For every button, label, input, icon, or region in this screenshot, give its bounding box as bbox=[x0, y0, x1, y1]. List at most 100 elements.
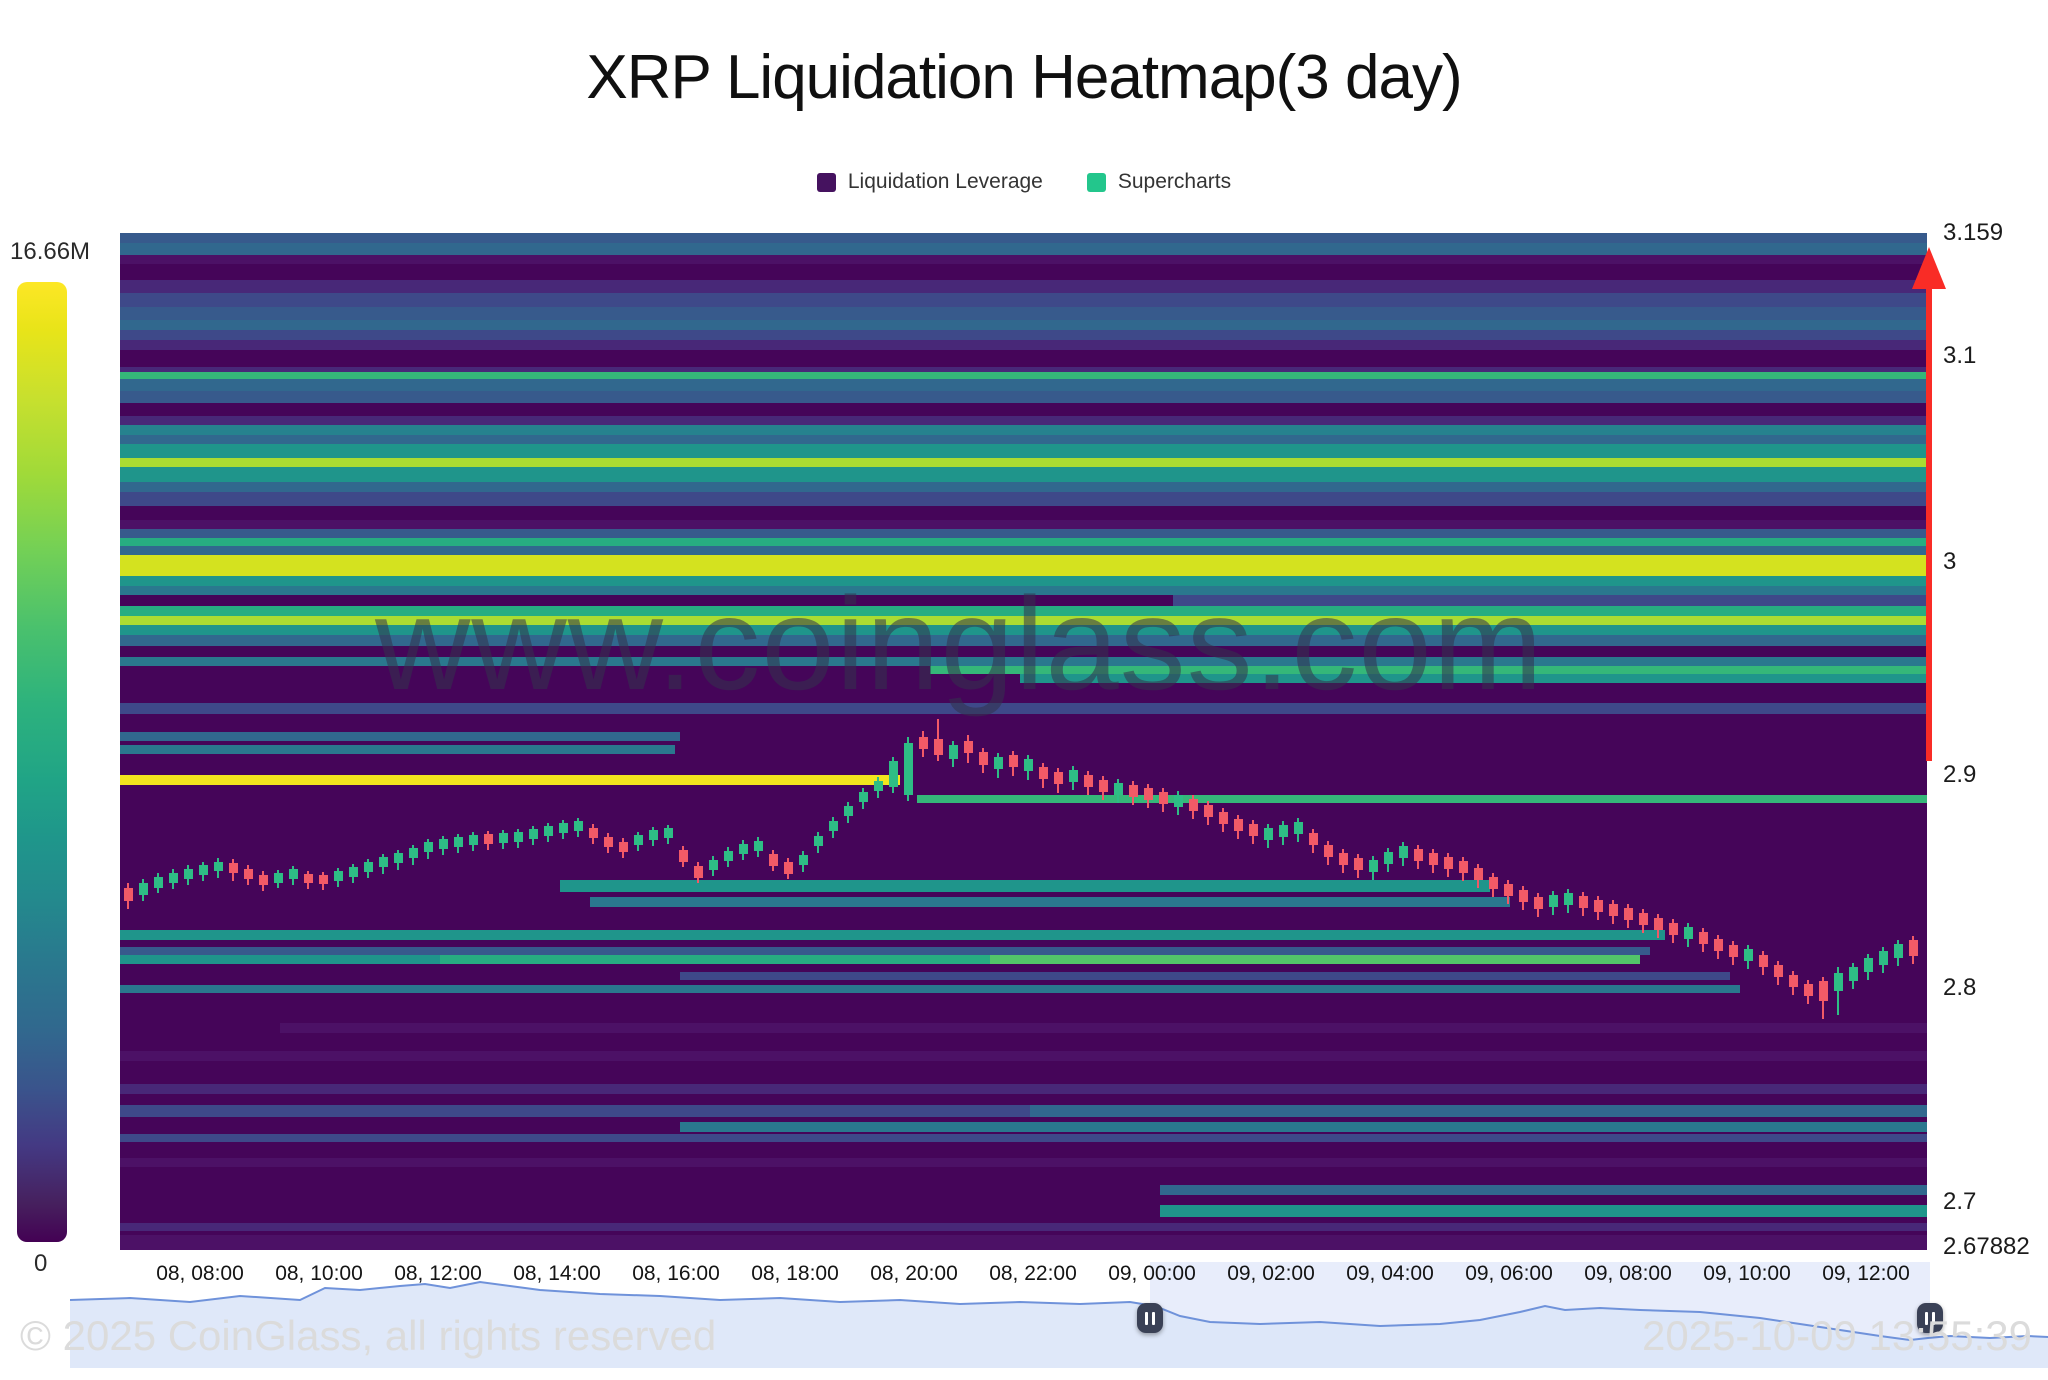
candle-body bbox=[739, 844, 748, 854]
candle-body bbox=[724, 851, 733, 861]
candle-body bbox=[1084, 775, 1093, 787]
candle-body bbox=[169, 873, 178, 883]
candle-body bbox=[259, 875, 268, 885]
candle-body bbox=[844, 806, 853, 816]
candle-body bbox=[1339, 853, 1348, 865]
liquidation-band bbox=[120, 1223, 1927, 1231]
candle-body bbox=[664, 828, 673, 838]
candle-body bbox=[544, 826, 553, 836]
candle-body bbox=[1069, 770, 1078, 782]
candle-body bbox=[1459, 861, 1468, 873]
liquidation-band bbox=[120, 425, 1927, 435]
colorbar-min-label: 0 bbox=[34, 1250, 48, 1277]
liquidation-band bbox=[120, 529, 1927, 538]
candle-body bbox=[289, 869, 298, 879]
time-tick-label: 08, 18:00 bbox=[751, 1262, 839, 1285]
candle-body bbox=[1684, 927, 1693, 939]
candle-body bbox=[1579, 896, 1588, 908]
candle-body bbox=[889, 761, 898, 787]
candle-body bbox=[1879, 951, 1888, 965]
liquidation-colorbar bbox=[17, 282, 67, 1242]
candle-body bbox=[1129, 785, 1138, 797]
candle-body bbox=[1909, 940, 1918, 956]
navigator-right-handle[interactable] bbox=[1917, 1303, 1943, 1333]
candle-body bbox=[934, 739, 943, 755]
legend-item-supercharts[interactable]: Supercharts bbox=[1086, 170, 1231, 194]
candle-body bbox=[1414, 849, 1423, 861]
candle-body bbox=[1609, 904, 1618, 916]
navigator-left-handle[interactable] bbox=[1137, 1303, 1163, 1333]
liquidation-band bbox=[120, 703, 1927, 714]
arrow-shaft bbox=[1926, 285, 1932, 761]
liquidation-band bbox=[120, 775, 900, 785]
candle-body bbox=[379, 857, 388, 867]
candle-body bbox=[394, 853, 403, 863]
liquidation-band bbox=[120, 732, 680, 741]
candle-body bbox=[1819, 981, 1828, 1001]
candle-body bbox=[154, 877, 163, 888]
candle-body bbox=[784, 862, 793, 874]
liquidation-band bbox=[120, 1105, 1030, 1117]
liquidation-band bbox=[120, 444, 1927, 458]
legend-swatch-icon bbox=[1086, 172, 1106, 192]
candle-body bbox=[1774, 965, 1783, 977]
liquidation-band bbox=[120, 985, 1740, 993]
candle-body bbox=[814, 836, 823, 846]
candle-body bbox=[1174, 795, 1183, 807]
liquidation-band bbox=[440, 955, 990, 964]
candle-body bbox=[1294, 822, 1303, 834]
liquidation-band bbox=[120, 372, 1927, 379]
price-tick-label: 2.9 bbox=[1943, 761, 1977, 788]
candle-body bbox=[1834, 973, 1843, 991]
candle-body bbox=[319, 875, 328, 884]
candlestick-series bbox=[120, 233, 1927, 1250]
candle-body bbox=[424, 842, 433, 852]
heatmap-plot-area[interactable]: www.coinglass.com bbox=[120, 233, 1927, 1250]
liquidation-band bbox=[120, 1158, 1927, 1167]
candle-body bbox=[754, 841, 763, 851]
liquidation-band bbox=[120, 492, 1927, 506]
range-navigator[interactable] bbox=[70, 1262, 2048, 1368]
candle-body bbox=[1594, 900, 1603, 912]
liquidation-band bbox=[917, 795, 1927, 803]
liquidation-band bbox=[120, 606, 1927, 616]
price-tick-label: 2.8 bbox=[1943, 974, 1977, 1001]
candle-body bbox=[409, 848, 418, 858]
time-tick-label: 08, 14:00 bbox=[513, 1262, 601, 1285]
liquidation-band bbox=[120, 330, 1927, 340]
liquidation-band bbox=[120, 930, 1665, 940]
candle-body bbox=[559, 823, 568, 833]
candle-body bbox=[1204, 805, 1213, 817]
liquidation-band bbox=[120, 538, 1927, 546]
candle-body bbox=[1309, 833, 1318, 845]
time-tick-label: 09, 00:00 bbox=[1108, 1262, 1196, 1285]
liquidation-band bbox=[990, 955, 1640, 964]
liquidation-band bbox=[1173, 595, 1927, 606]
candle-body bbox=[1489, 877, 1498, 889]
candle-body bbox=[1324, 845, 1333, 857]
candle-body bbox=[364, 862, 373, 872]
candle-body bbox=[1369, 860, 1378, 872]
candle-body bbox=[589, 828, 598, 838]
liquidation-band bbox=[120, 435, 1927, 444]
candle-wick bbox=[1837, 967, 1839, 1015]
candle-body bbox=[1849, 967, 1858, 981]
candle-body bbox=[1114, 783, 1123, 795]
liquidation-band bbox=[120, 320, 1927, 330]
time-tick-label: 09, 04:00 bbox=[1346, 1262, 1434, 1285]
liquidation-band bbox=[120, 635, 1927, 646]
candle-body bbox=[904, 743, 913, 795]
liquidation-band bbox=[120, 340, 1927, 350]
liquidation-band bbox=[120, 955, 440, 964]
chart-legend: Liquidation Leverage Supercharts bbox=[0, 170, 2048, 194]
legend-swatch-icon bbox=[816, 172, 836, 192]
candle-body bbox=[199, 865, 208, 875]
candle-body bbox=[874, 781, 883, 791]
liquidation-band bbox=[120, 255, 1927, 264]
liquidation-band bbox=[120, 233, 1927, 243]
legend-item-liquidation-leverage[interactable]: Liquidation Leverage bbox=[816, 170, 1043, 194]
candle-body bbox=[829, 821, 838, 831]
liquidation-band bbox=[120, 520, 1927, 529]
candle-body bbox=[1159, 792, 1168, 804]
liquidation-band bbox=[120, 482, 1927, 492]
